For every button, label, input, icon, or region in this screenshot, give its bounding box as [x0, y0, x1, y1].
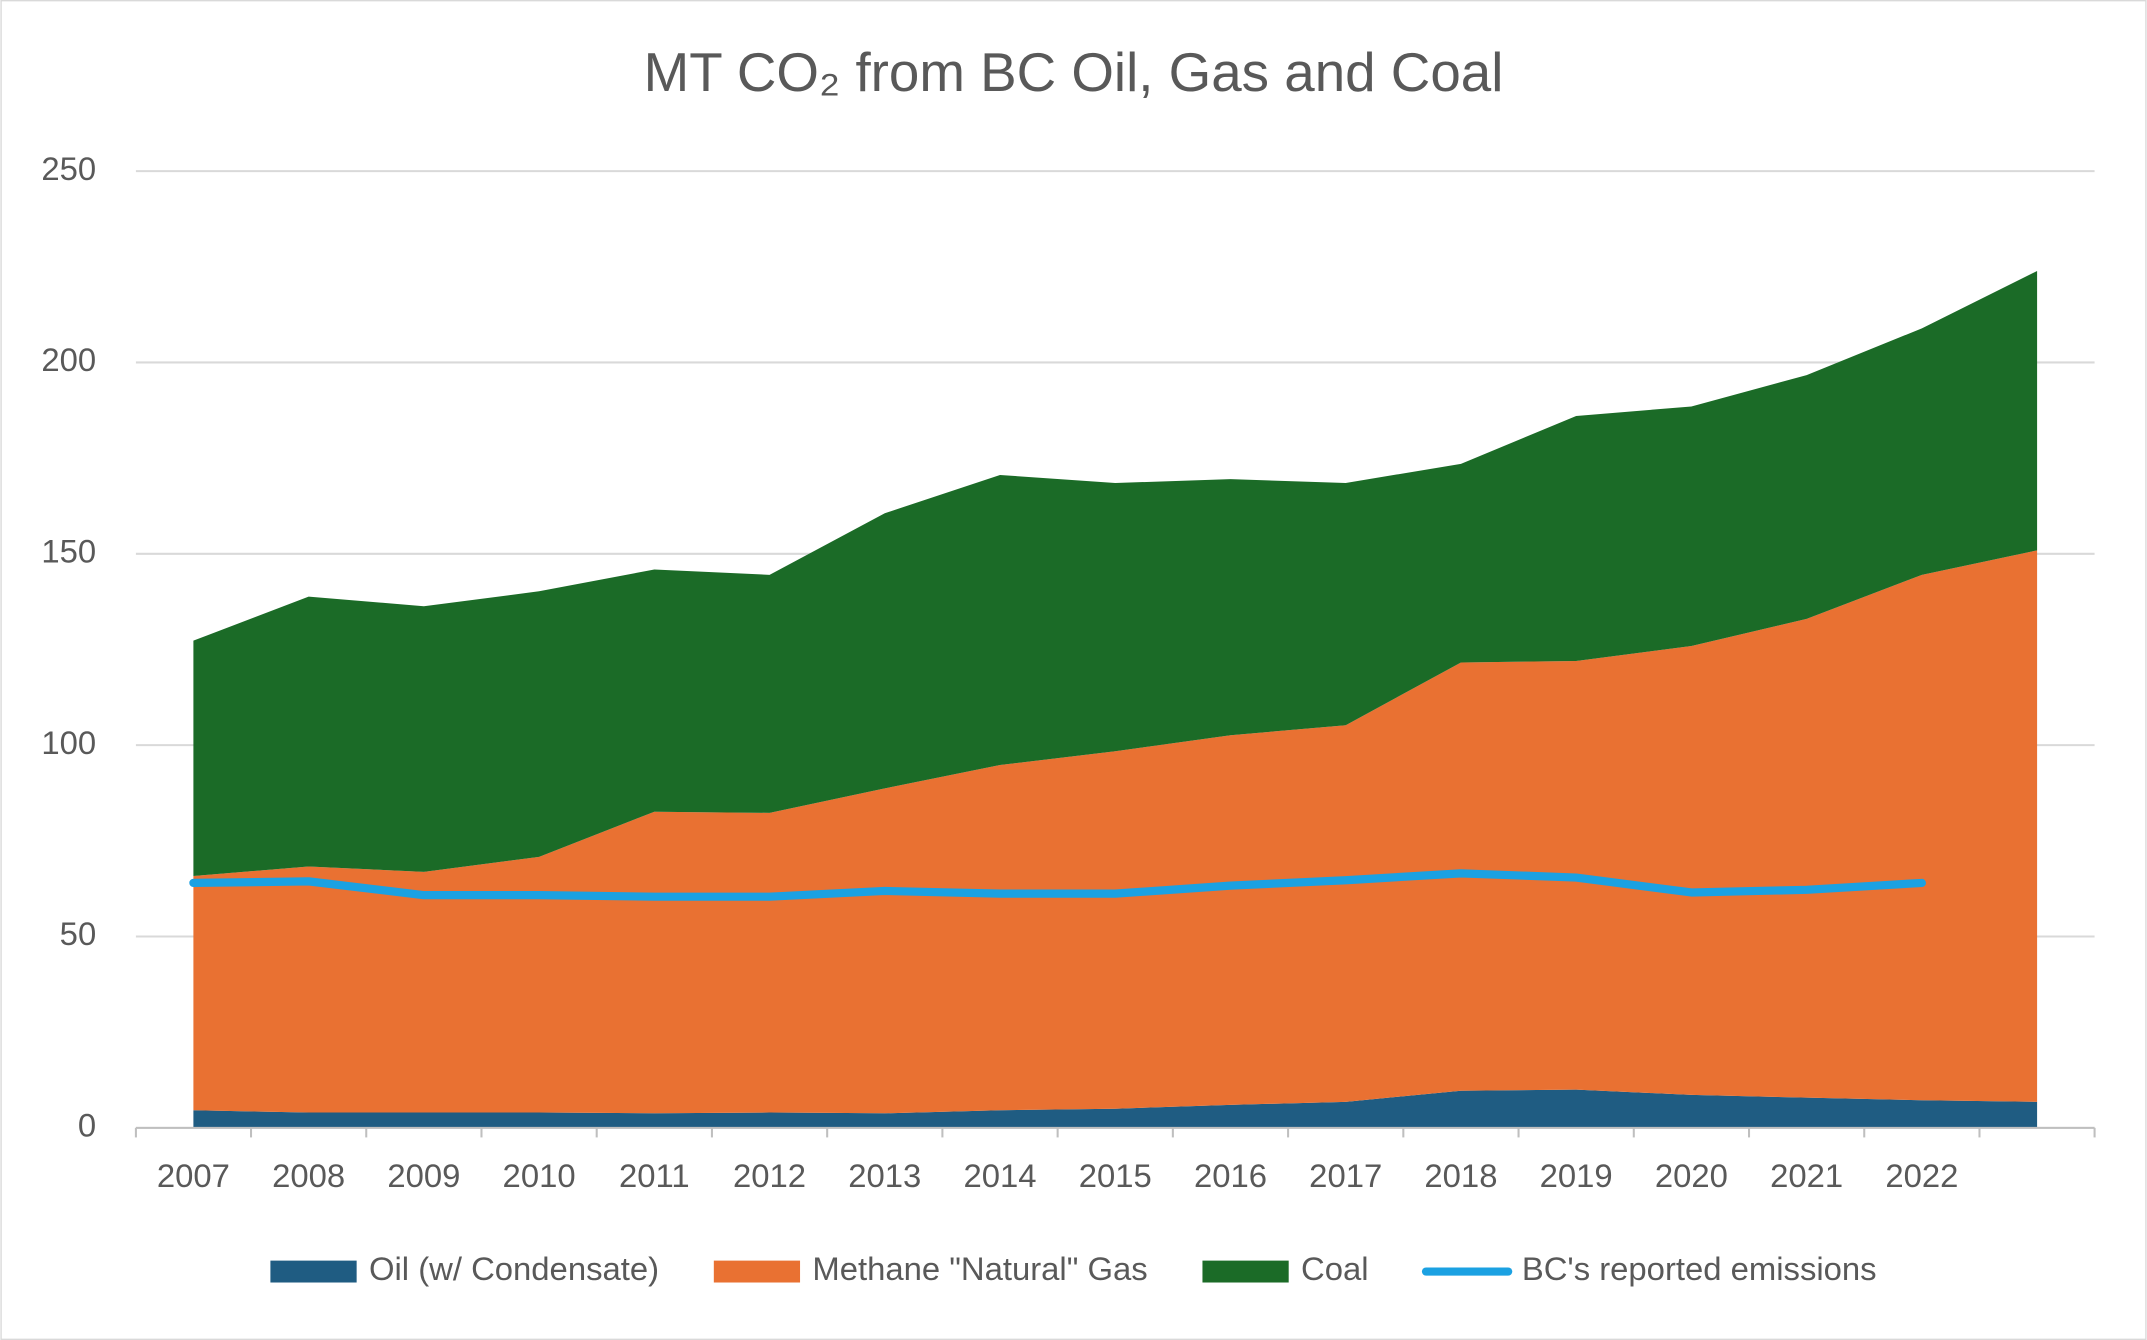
x-tick-label: 2011 — [619, 1157, 690, 1194]
x-tick-label: 2012 — [733, 1157, 806, 1194]
x-tick-label: 2022 — [1885, 1157, 1958, 1194]
legend-label: Methane "Natural" Gas — [812, 1250, 1147, 1287]
x-tick-label: 2010 — [503, 1157, 576, 1194]
x-tick-label: 2016 — [1194, 1157, 1267, 1194]
legend-label: BC's reported emissions — [1522, 1250, 1877, 1287]
y-tick-label: 200 — [41, 341, 96, 378]
legend-item: Methane "Natural" Gas — [713, 1250, 1148, 1287]
chart-title: MT CO₂ from BC Oil, Gas and Coal — [644, 41, 1504, 103]
x-tick-label: 2017 — [1309, 1157, 1382, 1194]
x-tick-label: 2009 — [387, 1157, 460, 1194]
y-tick-label: 0 — [78, 1107, 96, 1144]
legend-label: Coal — [1301, 1250, 1369, 1287]
legend-item: Coal — [1202, 1250, 1369, 1287]
y-tick-label: 150 — [41, 532, 96, 569]
legend-item: BC's reported emissions — [1421, 1250, 1877, 1287]
x-tick-label: 2019 — [1540, 1157, 1613, 1194]
x-tick-label: 2018 — [1424, 1157, 1497, 1194]
legend: Oil (w/ Condensate) Methane "Natural" Gas… — [270, 1250, 1877, 1287]
area — [193, 1089, 2038, 1128]
areas — [193, 270, 2038, 1128]
legend-swatch — [713, 1260, 801, 1283]
area — [193, 550, 2038, 1114]
y-tick-label: 50 — [60, 915, 97, 952]
area — [193, 270, 2038, 877]
x-tick-label: 2015 — [1079, 1157, 1152, 1194]
x-tick-label: 2020 — [1655, 1157, 1728, 1194]
x-tick-label: 2014 — [964, 1157, 1037, 1194]
y-tick-label: 100 — [41, 724, 96, 761]
x-tick-label: 2021 — [1770, 1157, 1843, 1194]
legend-item: Oil (w/ Condensate) — [270, 1250, 659, 1287]
legend-label: Oil (w/ Condensate) — [369, 1250, 659, 1287]
legend-swatch — [1202, 1260, 1289, 1283]
x-tick-label: 2008 — [272, 1157, 345, 1194]
x-tick-label: 2013 — [848, 1157, 921, 1194]
line — [189, 869, 1926, 901]
x-tick-label: 2007 — [157, 1157, 230, 1194]
legend-swatch — [270, 1260, 357, 1283]
y-tick-label: 250 — [41, 150, 96, 187]
